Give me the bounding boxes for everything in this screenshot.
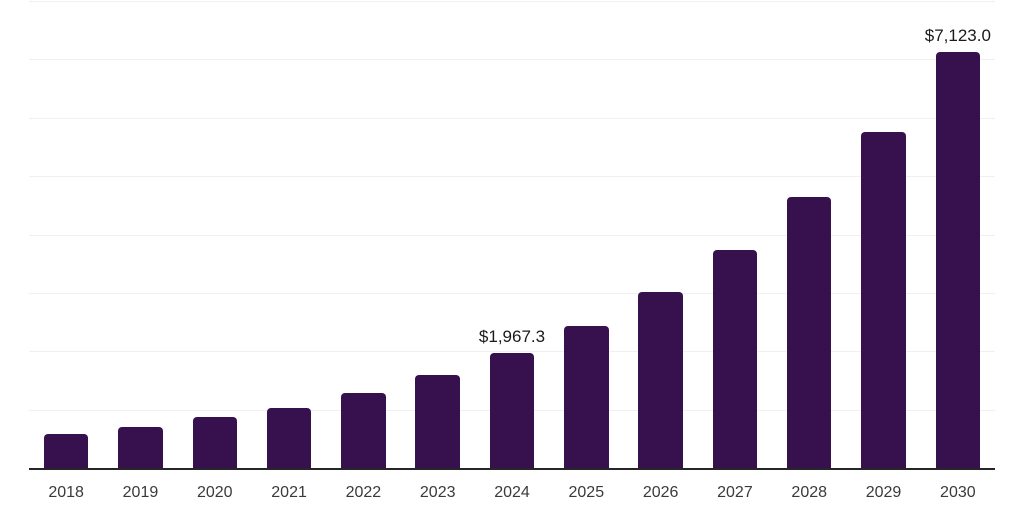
bar-2024 — [489, 353, 535, 468]
bar-2020 — [192, 416, 238, 468]
bar-2026 — [638, 291, 683, 468]
gridline — [29, 292, 995, 294]
data-label-2030: $7,123.0 — [924, 26, 991, 46]
gridline — [29, 117, 995, 119]
bar-2030 — [935, 52, 981, 468]
x-axis-line — [29, 468, 995, 470]
bar-2019 — [118, 426, 163, 468]
x-axis-label-2020: 2020 — [196, 484, 233, 501]
x-axis-label-2019: 2019 — [122, 484, 159, 501]
x-axis-label-2030: 2030 — [940, 484, 976, 501]
bar-2027 — [712, 250, 758, 468]
x-axis-label-2029: 2029 — [865, 484, 902, 501]
gridline — [29, 234, 995, 236]
x-axis-label-2022: 2022 — [345, 484, 382, 501]
data-label-2024: $1,967.3 — [478, 327, 546, 347]
x-axis-label-2023: 2023 — [419, 484, 456, 501]
x-axis-label-2028: 2028 — [791, 484, 828, 501]
bar-2022 — [341, 392, 386, 468]
gridline — [29, 1, 995, 2]
bar-2025 — [564, 325, 609, 468]
x-axis-label-2026: 2026 — [642, 484, 679, 501]
bar-2018 — [43, 433, 89, 468]
bar-2029 — [861, 132, 906, 468]
x-axis-label-2027: 2027 — [717, 484, 753, 501]
gridline — [29, 351, 995, 353]
x-axis-label-2021: 2021 — [271, 484, 307, 501]
x-axis-label-2018: 2018 — [48, 484, 84, 501]
bar-2021 — [266, 407, 312, 468]
x-axis-label-2025: 2025 — [568, 484, 605, 501]
gridline — [29, 59, 995, 61]
gridline — [29, 176, 995, 178]
bar-2023 — [415, 374, 460, 468]
x-axis-label-2024: 2024 — [494, 484, 530, 501]
bar-2028 — [786, 197, 832, 468]
